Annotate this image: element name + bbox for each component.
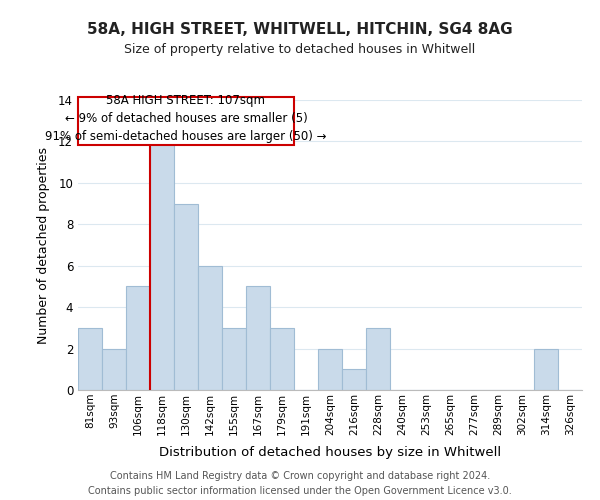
X-axis label: Distribution of detached houses by size in Whitwell: Distribution of detached houses by size … (159, 446, 501, 459)
Bar (270, 328, 294, 390)
FancyBboxPatch shape (78, 97, 294, 144)
Bar (342, 370, 366, 390)
Bar (366, 328, 390, 390)
Text: Contains public sector information licensed under the Open Government Licence v3: Contains public sector information licen… (88, 486, 512, 496)
Bar (534, 348, 558, 390)
Y-axis label: Number of detached properties: Number of detached properties (37, 146, 50, 344)
Bar (126, 286, 150, 390)
Bar (150, 142, 174, 390)
Bar (198, 266, 222, 390)
Bar (222, 328, 246, 390)
Bar (174, 204, 198, 390)
Bar (246, 286, 270, 390)
Text: Contains HM Land Registry data © Crown copyright and database right 2024.: Contains HM Land Registry data © Crown c… (110, 471, 490, 481)
Text: Size of property relative to detached houses in Whitwell: Size of property relative to detached ho… (124, 42, 476, 56)
Text: 58A HIGH STREET: 107sqm
← 9% of detached houses are smaller (5)
91% of semi-deta: 58A HIGH STREET: 107sqm ← 9% of detached… (45, 94, 327, 143)
Text: 58A, HIGH STREET, WHITWELL, HITCHIN, SG4 8AG: 58A, HIGH STREET, WHITWELL, HITCHIN, SG4… (87, 22, 513, 38)
Bar (102, 348, 126, 390)
Bar (318, 348, 342, 390)
Bar (78, 328, 102, 390)
